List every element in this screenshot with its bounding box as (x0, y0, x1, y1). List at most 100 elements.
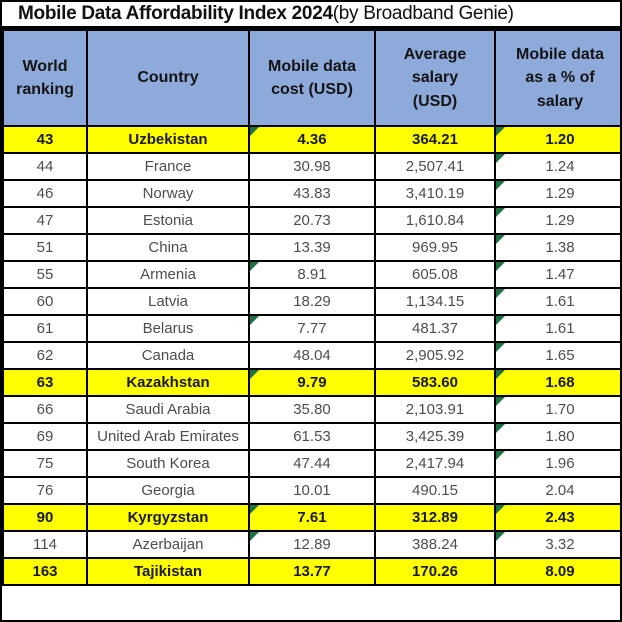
cell-percent-of-salary: 1.29 (494, 179, 620, 208)
cell-mobile-data-cost: 20.73 (248, 206, 376, 235)
table-body: 43 Uzbekistan 4.36 364.21 1.20 44 France… (2, 125, 620, 586)
table-header-row: World ranking Country Mobile data cost (… (2, 29, 620, 127)
cell-average-salary: 3,425.39 (374, 422, 496, 451)
table-row: 163 Tajikistan 13.77 170.26 8.09 (2, 557, 620, 586)
table-row: 44 France 30.98 2,507.41 1.24 (2, 152, 620, 181)
cell-percent-of-salary: 1.65 (494, 341, 620, 370)
green-corner-flag-icon (497, 344, 505, 352)
green-corner-flag-icon (497, 425, 505, 433)
col-header-percent-of-salary: Mobile data as a % of salary (494, 29, 620, 127)
table-row: 66 Saudi Arabia 35.80 2,103.91 1.70 (2, 395, 620, 424)
cell-country: Georgia (86, 476, 250, 505)
cell-country: China (86, 233, 250, 262)
cell-world-ranking: 55 (2, 260, 88, 289)
cell-country: Kyrgyzstan (86, 503, 250, 532)
table-row: 114 Azerbaijan 12.89 388.24 3.32 (2, 530, 620, 559)
green-corner-flag-icon (497, 317, 505, 325)
table-row: 61 Belarus 7.77 481.37 1.61 (2, 314, 620, 343)
table-row: 47 Estonia 20.73 1,610.84 1.29 (2, 206, 620, 235)
cell-mobile-data-cost: 18.29 (248, 287, 376, 316)
green-corner-flag-icon (497, 398, 505, 406)
green-corner-flag-icon (497, 506, 505, 514)
cell-world-ranking: 163 (2, 557, 88, 586)
cell-world-ranking: 60 (2, 287, 88, 316)
cell-average-salary: 388.24 (374, 530, 496, 559)
table-row: 43 Uzbekistan 4.36 364.21 1.20 (2, 125, 620, 154)
cell-country: France (86, 152, 250, 181)
cell-country: Latvia (86, 287, 250, 316)
cell-percent-of-salary: 1.68 (494, 368, 620, 397)
green-corner-flag-icon (497, 128, 505, 136)
cell-country: Azerbaijan (86, 530, 250, 559)
green-corner-flag-icon (497, 263, 505, 271)
cell-mobile-data-cost: 7.61 (248, 503, 376, 532)
cell-mobile-data-cost: 30.98 (248, 152, 376, 181)
green-corner-flag-icon (497, 290, 505, 298)
cell-world-ranking: 51 (2, 233, 88, 262)
cell-mobile-data-cost: 35.80 (248, 395, 376, 424)
cell-world-ranking: 76 (2, 476, 88, 505)
table-row: 51 China 13.39 969.95 1.38 (2, 233, 620, 262)
table-row: 46 Norway 43.83 3,410.19 1.29 (2, 179, 620, 208)
cell-country: Armenia (86, 260, 250, 289)
cell-world-ranking: 62 (2, 341, 88, 370)
cell-world-ranking: 46 (2, 179, 88, 208)
green-corner-flag-icon (497, 209, 505, 217)
cell-percent-of-salary: 1.96 (494, 449, 620, 478)
cell-mobile-data-cost: 9.79 (248, 368, 376, 397)
green-corner-flag-icon (251, 506, 259, 514)
cell-percent-of-salary: 8.09 (494, 557, 620, 586)
col-header-country: Country (86, 29, 250, 127)
cell-country: Belarus (86, 314, 250, 343)
green-corner-flag-icon (497, 371, 505, 379)
cell-country: Kazakhstan (86, 368, 250, 397)
green-corner-flag-icon (497, 155, 505, 163)
cell-average-salary: 2,507.41 (374, 152, 496, 181)
col-header-world-ranking: World ranking (2, 29, 88, 127)
cell-country: United Arab Emirates (86, 422, 250, 451)
cell-percent-of-salary: 2.04 (494, 476, 620, 505)
green-corner-flag-icon (251, 533, 259, 541)
cell-average-salary: 605.08 (374, 260, 496, 289)
cell-world-ranking: 90 (2, 503, 88, 532)
cell-average-salary: 969.95 (374, 233, 496, 262)
cell-mobile-data-cost: 43.83 (248, 179, 376, 208)
green-corner-flag-icon (497, 533, 505, 541)
cell-mobile-data-cost: 13.39 (248, 233, 376, 262)
cell-average-salary: 364.21 (374, 125, 496, 154)
cell-average-salary: 312.89 (374, 503, 496, 532)
cell-percent-of-salary: 1.29 (494, 206, 620, 235)
table-row: 69 United Arab Emirates 61.53 3,425.39 1… (2, 422, 620, 451)
cell-percent-of-salary: 1.61 (494, 314, 620, 343)
cell-average-salary: 1,610.84 (374, 206, 496, 235)
green-corner-flag-icon (251, 263, 259, 271)
cell-mobile-data-cost: 13.77 (248, 557, 376, 586)
green-corner-flag-icon (497, 182, 505, 190)
cell-world-ranking: 66 (2, 395, 88, 424)
cell-percent-of-salary: 1.70 (494, 395, 620, 424)
green-corner-flag-icon (497, 236, 505, 244)
cell-percent-of-salary: 1.38 (494, 233, 620, 262)
cell-percent-of-salary: 3.32 (494, 530, 620, 559)
cell-country: Uzbekistan (86, 125, 250, 154)
cell-country: Saudi Arabia (86, 395, 250, 424)
cell-country: Tajikistan (86, 557, 250, 586)
cell-country: Norway (86, 179, 250, 208)
col-header-average-salary: Average salary (USD) (374, 29, 496, 127)
cell-percent-of-salary: 2.43 (494, 503, 620, 532)
cell-mobile-data-cost: 8.91 (248, 260, 376, 289)
green-corner-flag-icon (251, 317, 259, 325)
cell-mobile-data-cost: 4.36 (248, 125, 376, 154)
cell-country: South Korea (86, 449, 250, 478)
cell-percent-of-salary: 1.61 (494, 287, 620, 316)
cell-world-ranking: 61 (2, 314, 88, 343)
cell-percent-of-salary: 1.20 (494, 125, 620, 154)
cell-percent-of-salary: 1.24 (494, 152, 620, 181)
page-title-main: Mobile Data Affordability Index 2024 (18, 3, 333, 24)
table-row: 75 South Korea 47.44 2,417.94 1.96 (2, 449, 620, 478)
cell-average-salary: 2,417.94 (374, 449, 496, 478)
col-header-mobile-data-cost: Mobile data cost (USD) (248, 29, 376, 127)
cell-world-ranking: 75 (2, 449, 88, 478)
cell-mobile-data-cost: 47.44 (248, 449, 376, 478)
